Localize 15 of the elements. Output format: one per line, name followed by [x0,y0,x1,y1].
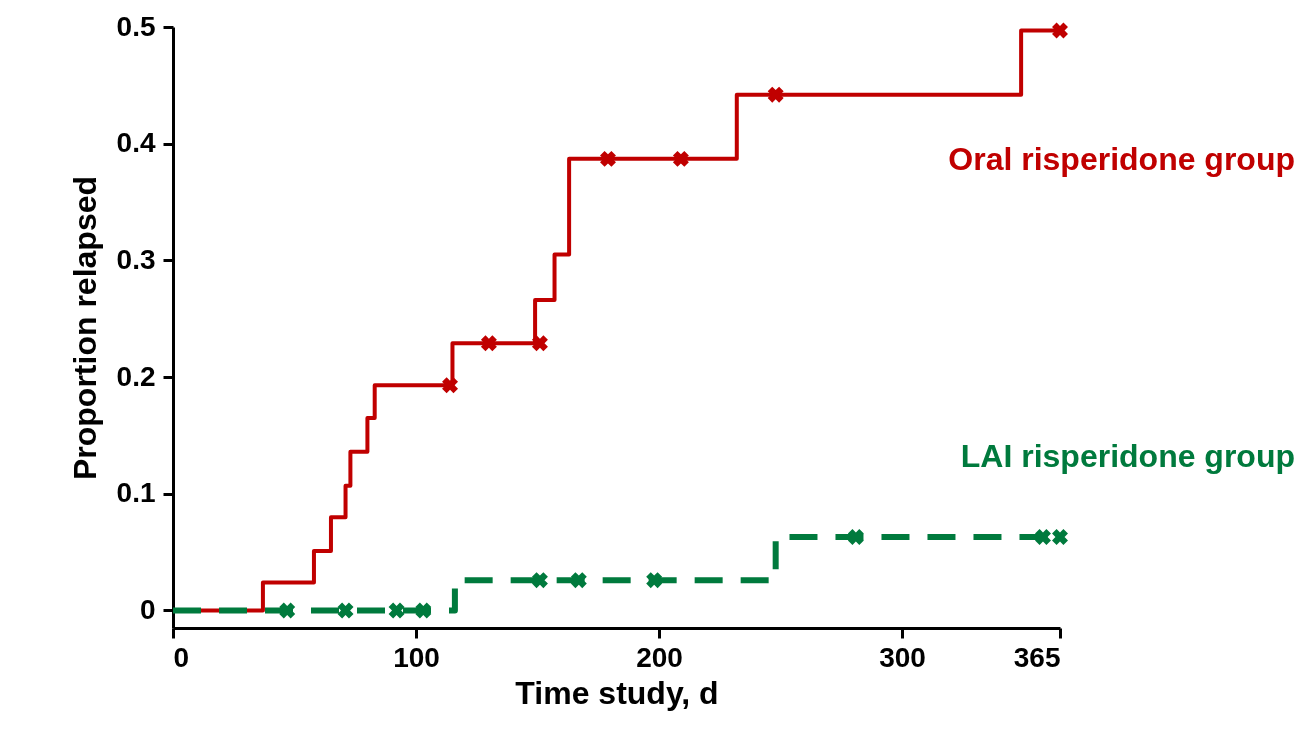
x-axis-title: Time study, d [515,674,719,711]
x-tick-label: 200 [636,641,683,673]
y-tick-label: 0.1 [116,477,156,509]
y-tick-label: 0.2 [116,360,156,392]
y-tick-label: 0.3 [116,243,156,275]
y-tick-label: 0 [139,594,156,625]
x-tick-label: 300 [879,641,926,673]
x-tick-label: 365 [1013,641,1061,673]
y-tick-label: 0.4 [116,127,156,159]
y-tick-label: 0.5 [116,10,156,42]
series-label: Oral risperidone group [948,141,1295,177]
x-tick-label: 100 [393,641,440,673]
series-label: LAI risperidone group [960,438,1295,474]
y-axis-title: Proportion relapsed [66,175,103,481]
x-tick-label: 0 [173,641,190,673]
